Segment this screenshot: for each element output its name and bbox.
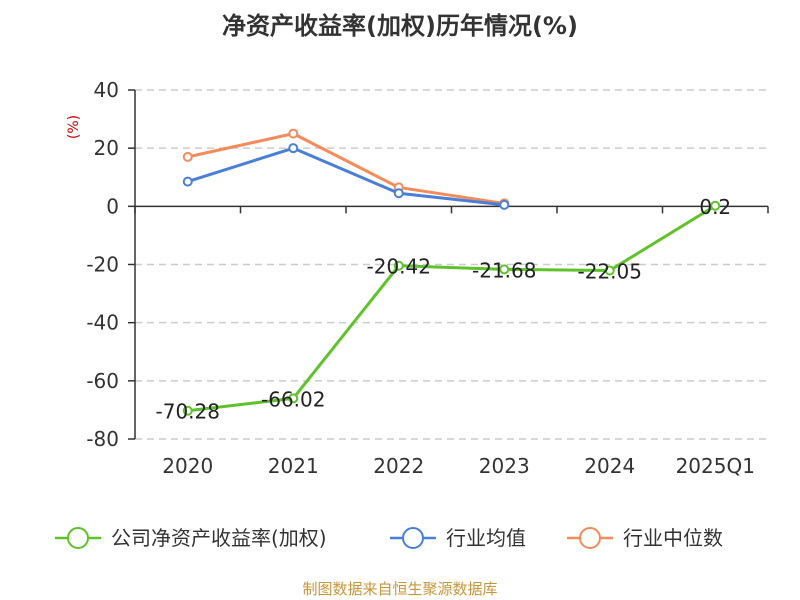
data-labels: -70.28 -66.02 -20.42 -21.68 -22.05 0.2 — [156, 195, 732, 424]
data-point — [288, 143, 299, 154]
data-label: -66.02 — [261, 387, 325, 411]
y-tick-label: 40 — [94, 78, 119, 102]
data-point — [499, 264, 510, 275]
axes: 40 20 0 -20 -40 -60 -80 2020 2021 2022 2023 2024 202… — [86, 78, 769, 478]
data-label: -21.68 — [472, 258, 536, 282]
data-point — [288, 393, 299, 404]
data-point — [710, 200, 721, 211]
series-group — [182, 128, 721, 416]
legend-label: 行业中位数 — [623, 526, 723, 550]
y-tick-label: -20 — [86, 253, 119, 277]
grid-lines — [135, 89, 768, 440]
y-tick-label: -80 — [86, 427, 119, 451]
data-point — [182, 176, 193, 187]
source-note: 制图数据来自恒生聚源数据库 — [302, 580, 497, 598]
legend: 公司净资产收益率(加权) 行业均值 行业中位数 — [55, 526, 723, 550]
chart-title: 净资产收益率(加权)历年情况(%) — [222, 12, 578, 40]
data-point — [393, 188, 404, 199]
series-line — [187, 146, 505, 207]
x-tick-label: 2020 — [162, 454, 213, 478]
data-label: -20.42 — [367, 255, 431, 279]
series-line — [187, 132, 505, 205]
y-tick-label: -60 — [86, 369, 119, 393]
x-tick-label: 2024 — [584, 454, 635, 478]
data-label: -22.05 — [578, 259, 642, 283]
data-point — [182, 405, 193, 416]
series-line — [187, 204, 717, 413]
legend-label: 行业均值 — [446, 526, 526, 550]
data-label: 0.2 — [699, 195, 731, 219]
x-tick-label: 2021 — [268, 454, 319, 478]
y-tick-label: 20 — [94, 136, 119, 160]
legend-swatch-marker — [579, 527, 601, 549]
x-tick-label: 2025Q1 — [676, 454, 755, 478]
y-axis-label: (%) — [66, 115, 82, 139]
legend-swatch-marker — [67, 527, 89, 549]
data-point — [604, 265, 615, 276]
data-point — [182, 151, 193, 162]
data-label: -70.28 — [156, 400, 220, 424]
legend-label: 公司净资产收益率(加权) — [111, 526, 327, 550]
y-tick-label: -40 — [86, 311, 119, 335]
y-tick-label: 0 — [106, 194, 119, 218]
x-tick-label: 2023 — [479, 454, 530, 478]
data-point — [499, 199, 510, 210]
legend-swatch-marker — [402, 527, 424, 549]
x-tick-label: 2022 — [373, 454, 424, 478]
data-point — [393, 260, 404, 271]
data-point — [288, 128, 299, 139]
